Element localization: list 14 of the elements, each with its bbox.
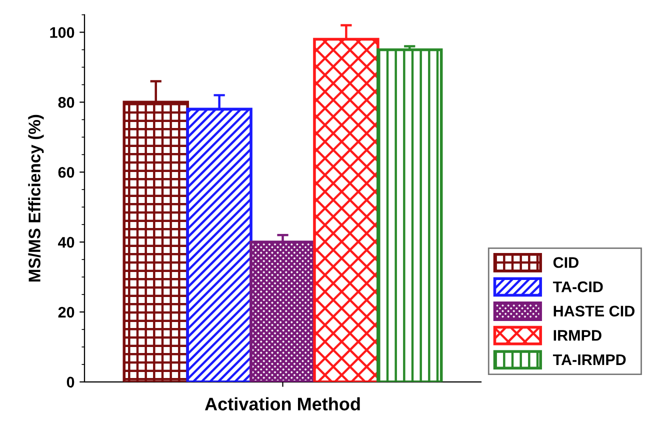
y-tick-label: 20 xyxy=(58,306,74,318)
bar xyxy=(376,48,443,382)
legend-label: CID xyxy=(553,257,578,268)
y-tick-label: 60 xyxy=(58,166,74,178)
y-tick-label: 40 xyxy=(58,236,74,248)
legend-label: TA-IRMPD xyxy=(552,354,626,365)
x-axis-title: Activation Method xyxy=(204,397,360,410)
legend-label: IRMPD xyxy=(554,330,602,341)
y-axis-title: MS/MS Efficiency (%) xyxy=(28,114,44,282)
y-tick-label: 100 xyxy=(50,27,74,38)
legend-label: TA-CID xyxy=(552,281,603,292)
y-tick-label: 0 xyxy=(66,376,74,388)
y-tick-label: 80 xyxy=(58,97,74,108)
legend-label: HASTE CID xyxy=(554,306,634,317)
